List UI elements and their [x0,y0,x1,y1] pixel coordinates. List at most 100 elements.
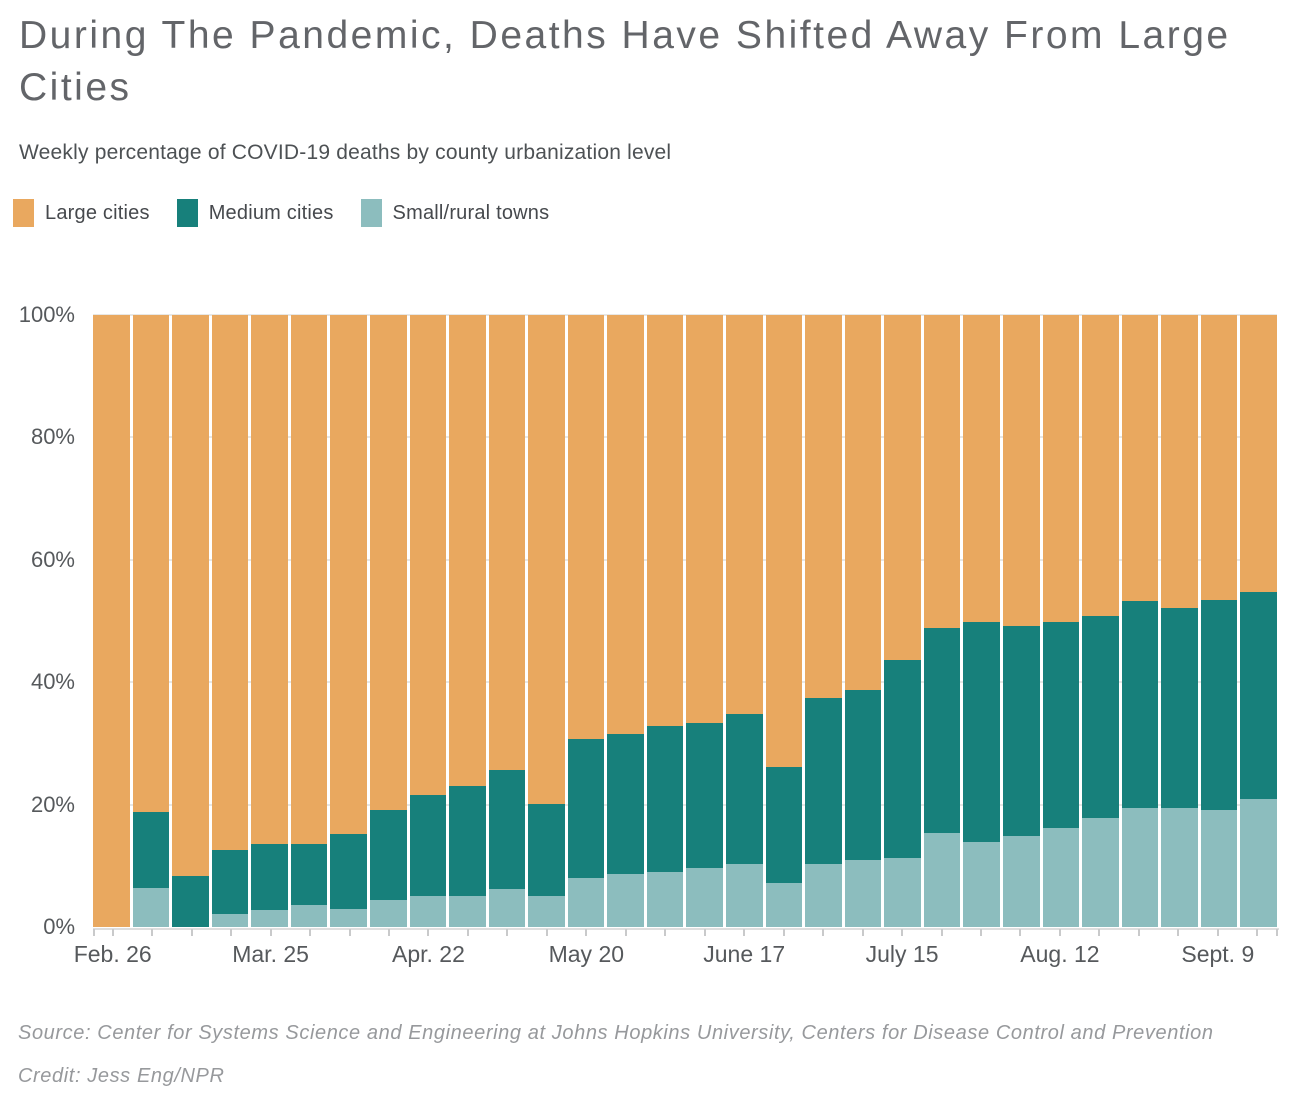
x-tick [506,929,509,936]
x-tick-label-sept-9: Sept. 9 [1181,941,1255,967]
x-tick [388,929,390,936]
bar [765,315,803,927]
segment-small-rural-towns [528,896,565,927]
bar [923,315,961,927]
segment-large-cities [251,315,288,844]
gridline-80 [93,436,1277,439]
segment-large-cities [1161,315,1198,609]
segment-large-cities [646,315,684,727]
x-tick [427,929,430,936]
segment-large-cities [1200,315,1238,600]
segment-small-rural-towns [1161,808,1198,927]
y-tick-label-80: 80% [30,424,75,450]
segment-large-cities [607,315,644,735]
segment-large-cities [844,315,882,691]
segment-small-rural-towns [726,863,763,927]
bar [172,315,209,927]
legend: Large cities Medium cities Small/rural tow… [13,199,549,227]
gridline-40 [93,681,1277,684]
segment-small-rural-towns [567,878,605,927]
segment-large-cities [369,315,407,811]
segment-large-cities [449,315,486,786]
bar [1121,315,1159,927]
segment-medium-cities [923,628,961,834]
x-tick [782,929,785,936]
x-axis-ticks [93,929,1278,937]
x-tick-axis-end [1276,929,1278,936]
segment-medium-cities [1161,608,1198,809]
segment-large-cities [805,315,842,698]
bar [330,315,367,927]
bar [567,315,605,927]
segment-large-cities [686,315,723,724]
segment-medium-cities [211,849,249,914]
x-tick-label-aug-12: Aug. 12 [1020,941,1100,967]
legend-label: Small/rural towns [392,201,550,224]
segment-medium-cities [1240,591,1277,800]
x-axis-baseline [93,928,1279,930]
segment-small-rural-towns [449,896,486,927]
segment-small-rural-towns [686,868,723,927]
segment-small-rural-towns [251,909,288,927]
segment-medium-cities [607,734,644,874]
legend-swatch-small-rural-towns [360,199,382,227]
gridline-20 [93,803,1277,806]
segment-large-cities [528,315,565,804]
segment-medium-cities [567,738,605,879]
x-tick [703,929,706,936]
segment-large-cities [765,315,803,767]
segment-medium-cities [172,875,209,927]
segment-small-rural-towns [923,833,961,927]
bar [1200,315,1238,927]
segment-medium-cities [488,769,526,890]
legend-item-large-cities: Large cities [13,199,150,227]
segment-medium-cities [844,690,882,861]
x-tick-axis-start [93,929,95,936]
segment-medium-cities [646,726,684,872]
x-tick [111,929,114,936]
segment-medium-cities [1002,625,1040,836]
x-tick [1058,929,1061,936]
bar [646,315,684,927]
segment-medium-cities [1121,601,1159,809]
bar [686,315,723,927]
bar [409,315,447,927]
bar [963,315,1000,927]
bar [251,315,288,927]
y-tick-label-60: 60% [30,546,75,572]
bar [1042,315,1080,927]
segment-small-rural-towns [844,860,882,927]
segment-small-rural-towns [1002,835,1040,927]
segment-large-cities [330,315,367,834]
segment-medium-cities [686,723,723,869]
segment-large-cities [172,315,209,876]
x-tick [466,929,469,936]
segment-large-cities [1082,315,1119,617]
segment-large-cities [211,315,249,850]
plot-area [93,314,1279,930]
segment-large-cities [567,315,605,739]
source-note: Source: Center for Systems Science and E… [18,1022,1214,1044]
segment-medium-cities [330,833,367,909]
segment-large-cities [963,315,1000,622]
segment-medium-cities [765,766,803,883]
segment-medium-cities [449,785,486,897]
bar [449,315,486,927]
x-tick-label-june-17: June 17 [703,941,786,967]
segment-large-cities [290,315,328,844]
segment-large-cities [1002,315,1040,626]
x-tick [940,929,943,936]
x-tick [545,929,548,936]
x-tick [980,929,982,936]
segment-medium-cities [1082,616,1119,819]
x-tick [1256,929,1259,936]
segment-medium-cities [963,621,1000,842]
segment-small-rural-towns [211,913,249,927]
x-tick-label-feb-26: Feb. 26 [73,941,152,967]
x-tick [1216,929,1219,936]
credit-note: Credit: Jess Eng/NPR [18,1065,225,1087]
bar [488,315,526,927]
segment-medium-cities [884,660,921,859]
legend-swatch-medium-cities [176,199,198,227]
segment-medium-cities [369,810,407,901]
